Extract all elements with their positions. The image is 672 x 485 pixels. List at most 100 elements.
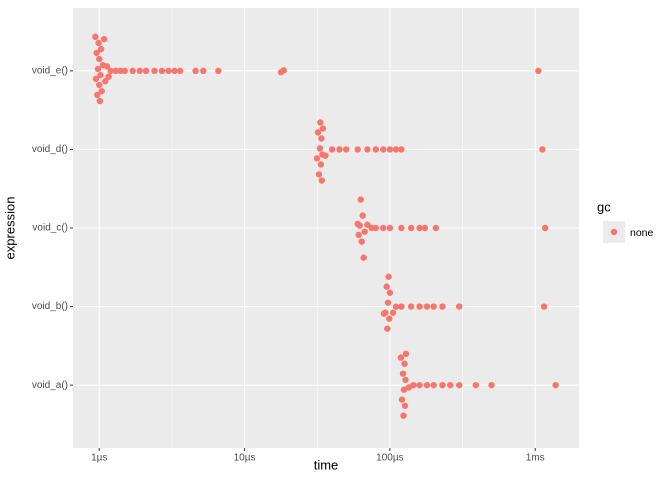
point [357, 196, 364, 203]
point [421, 224, 429, 232]
point [176, 67, 184, 75]
point [342, 146, 350, 153]
point [129, 67, 136, 75]
point [398, 224, 405, 232]
point [336, 146, 343, 153]
legend-symbol [610, 228, 618, 236]
points [92, 33, 559, 419]
point [384, 299, 392, 306]
point [402, 376, 409, 384]
point [121, 67, 129, 75]
point [382, 309, 389, 316]
point [416, 381, 423, 389]
grid [73, 8, 579, 448]
point [398, 396, 406, 403]
point [423, 303, 431, 310]
point [317, 119, 324, 126]
point [358, 238, 365, 245]
point [319, 125, 327, 132]
point [401, 360, 408, 367]
y-tick-label: void_b() [32, 301, 68, 312]
point [97, 71, 104, 79]
point [407, 303, 415, 310]
point [400, 386, 408, 393]
point [280, 67, 287, 74]
x-tick-label: 1µs [91, 453, 107, 464]
point [400, 412, 407, 419]
point [215, 67, 222, 75]
point [200, 67, 207, 75]
point [328, 146, 336, 153]
point [423, 381, 431, 389]
point [384, 325, 391, 332]
point [439, 303, 446, 310]
point [398, 303, 405, 310]
point [314, 129, 322, 136]
point [397, 354, 405, 361]
point [552, 381, 559, 389]
point [171, 67, 178, 75]
point [372, 146, 380, 153]
point [372, 224, 380, 232]
point [535, 67, 542, 75]
point [386, 146, 394, 153]
point [398, 146, 405, 153]
point [472, 381, 480, 389]
point [383, 283, 390, 290]
point [356, 222, 363, 229]
point [96, 97, 104, 105]
point [318, 177, 326, 184]
y-tick-label: void_e() [32, 65, 68, 76]
point [96, 81, 103, 89]
point [386, 224, 394, 232]
point [103, 63, 111, 70]
x-tick-label: 1ms [526, 453, 545, 464]
point [359, 212, 366, 219]
point [107, 67, 114, 75]
legend-title: gc [597, 199, 611, 214]
point [402, 350, 410, 358]
point [399, 370, 407, 377]
point [439, 381, 446, 389]
point [92, 75, 100, 83]
point [92, 33, 99, 41]
point [95, 39, 102, 47]
point [354, 146, 361, 153]
point [97, 45, 105, 53]
y-tick-label: void_d() [32, 144, 68, 155]
point [386, 315, 393, 322]
y-axis-title: expression [2, 197, 17, 260]
point [432, 224, 440, 232]
point [364, 221, 371, 228]
point [416, 303, 423, 310]
point [192, 67, 199, 75]
point [488, 381, 495, 389]
point [142, 67, 150, 75]
point [360, 254, 367, 261]
point [318, 135, 325, 142]
point [315, 171, 323, 178]
point [380, 146, 387, 153]
point [94, 91, 101, 99]
point [386, 289, 394, 296]
point [102, 78, 109, 85]
point [112, 67, 119, 75]
point [389, 309, 397, 316]
point [539, 146, 546, 153]
point [392, 303, 400, 310]
point [151, 67, 158, 75]
point [94, 65, 102, 73]
point [540, 303, 548, 310]
x-axis-title: time [314, 457, 339, 472]
y-tick-label: void_a() [32, 380, 68, 391]
point [165, 67, 172, 75]
x-tick-label: 10µs [234, 453, 256, 464]
point [100, 35, 108, 43]
point [410, 381, 417, 389]
point [364, 146, 371, 153]
point [430, 381, 437, 389]
point [316, 145, 324, 152]
point [96, 55, 103, 63]
point [385, 273, 392, 280]
